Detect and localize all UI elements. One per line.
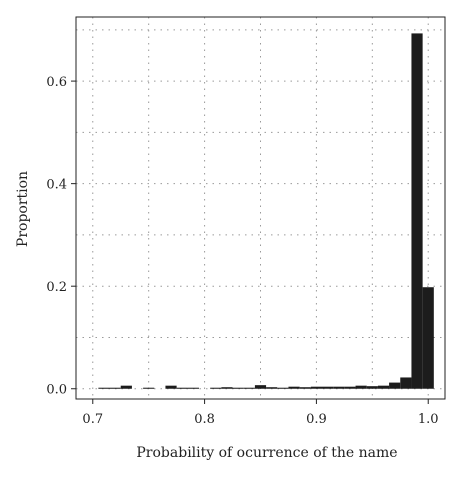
- y-axis-ticks: 0.0 0.2 0.4 0.6: [46, 75, 76, 398]
- x-tick-label: 1.0: [418, 412, 439, 427]
- y-tick-label: 0.2: [46, 280, 67, 295]
- histogram-bar: [266, 387, 278, 389]
- histogram-bar: [232, 387, 244, 389]
- histogram-bar: [187, 387, 199, 389]
- plot-frame: [75, 16, 446, 400]
- histogram-bar: [254, 385, 267, 389]
- histogram-bar: [299, 387, 311, 389]
- x-tick-label: 0.9: [306, 412, 327, 427]
- histogram-bar: [288, 386, 300, 389]
- histogram-bar: [221, 387, 233, 389]
- histogram-bar: [165, 385, 177, 389]
- histogram-bar: [143, 387, 155, 389]
- histogram-bar: [344, 386, 356, 389]
- histogram-bar: [243, 387, 255, 389]
- x-tick-label: 0.8: [194, 412, 215, 427]
- histogram-bar: [109, 387, 121, 389]
- x-axis-ticks: 0.7 0.8 0.9 1.0: [82, 399, 439, 427]
- histogram-bar: [98, 387, 110, 389]
- y-tick-label: 0.4: [46, 178, 67, 193]
- histogram-bar: [422, 287, 434, 389]
- y-tick-label: 0.6: [46, 75, 67, 90]
- histogram-bar: [377, 385, 390, 389]
- y-axis-title: Proportion: [15, 171, 31, 247]
- histogram-bar: [176, 387, 188, 389]
- histogram-bars: [98, 33, 434, 389]
- histogram-bar: [389, 382, 401, 389]
- grid-lines: [76, 17, 445, 399]
- x-axis-title: Probability of ocurrence of the name: [136, 445, 397, 461]
- histogram-bar: [366, 386, 378, 389]
- x-tick-label: 0.7: [82, 412, 103, 427]
- histogram-bar: [355, 385, 367, 389]
- histogram-bar: [210, 387, 222, 389]
- histogram-bar: [277, 387, 289, 389]
- y-tick-label: 0.0: [46, 383, 67, 398]
- histogram-bar: [120, 385, 132, 389]
- histogram-bar: [411, 33, 423, 389]
- histogram-bar: [400, 377, 412, 389]
- histogram-bar: [310, 386, 322, 389]
- histogram-bar: [333, 386, 345, 389]
- histogram-bar: [322, 386, 334, 389]
